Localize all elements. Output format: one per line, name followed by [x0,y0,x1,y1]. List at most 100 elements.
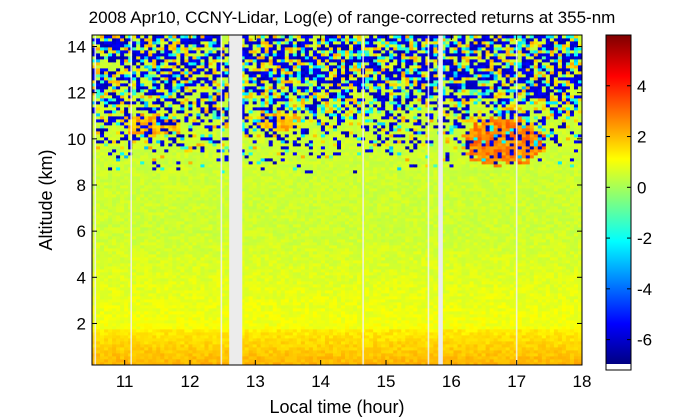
heatmap-cell [92,302,97,306]
heatmap-cell [108,227,113,231]
heatmap-cell [208,176,213,180]
heatmap-cell [140,185,145,189]
heatmap-cell [264,89,270,93]
heatmap-cell [168,107,173,111]
heatmap-cell [196,98,201,102]
heatmap-cell [120,56,125,60]
heatmap-cell [256,149,262,153]
heatmap-cell [120,197,125,201]
heatmap-cell [252,74,258,78]
heatmap-cell [248,41,254,45]
heatmap-cell [156,257,161,261]
heatmap-cell [244,50,250,54]
heatmap-cell [216,59,221,63]
heatmap-cell [216,104,221,108]
heatmap-cell [252,179,258,183]
heatmap-cell [104,98,109,102]
heatmap-cell [272,248,278,252]
heatmap-cell [188,167,193,171]
heatmap-cell [104,302,109,306]
heatmap-cell [212,248,217,252]
heatmap-cell [104,140,109,144]
heatmap-cell [248,320,254,324]
heatmap-cell [208,329,213,333]
heatmap-cell [244,341,250,345]
heatmap-cell [176,233,181,237]
heatmap-cell [212,353,217,357]
heatmap-cell [140,170,145,174]
heatmap-cell [264,209,270,213]
heatmap-cell [264,110,270,114]
heatmap-cell [220,197,225,201]
heatmap-cell [100,170,105,174]
heatmap-cell [204,146,209,150]
heatmap-cell [240,155,246,159]
heatmap-cell [104,320,109,324]
heatmap-cell [132,47,137,51]
heatmap-cell [260,44,266,48]
heatmap-cell [264,86,270,90]
heatmap-cell [164,260,169,264]
heatmap-cell [212,56,217,60]
heatmap-cell [272,308,278,312]
heatmap-cell [156,152,161,156]
heatmap-cell [164,200,169,204]
heatmap-cell [120,353,125,357]
heatmap-cell [160,152,165,156]
heatmap-cell [104,158,109,162]
heatmap-cell [252,119,258,123]
heatmap-cell [172,320,177,324]
heatmap-cell [100,41,105,45]
heatmap-cell [188,170,193,174]
heatmap-cell [208,74,213,78]
heatmap-cell [196,38,201,42]
heatmap-cell [168,155,173,159]
heatmap-cell [160,110,165,114]
heatmap-cell [92,218,97,222]
heatmap-cell [168,173,173,177]
heatmap-cell [268,233,274,237]
heatmap-cell [204,263,209,267]
heatmap-cell [116,239,121,243]
heatmap-cell [248,281,254,285]
heatmap-cell [92,293,97,297]
heatmap-cell [164,53,169,57]
heatmap-cell [244,200,250,204]
heatmap-cell [140,332,145,336]
heatmap-cell [240,299,246,303]
heatmap-cell [132,56,137,60]
heatmap-cell [140,347,145,351]
heatmap-cell [92,80,97,84]
heatmap-cell [100,197,105,201]
heatmap-cell [96,209,101,213]
heatmap-cell [148,98,153,102]
heatmap-cell [248,308,254,312]
heatmap-cell [152,221,157,225]
heatmap-cell [268,53,274,57]
heatmap-cell [176,134,181,138]
heatmap-cell [220,341,225,345]
heatmap-cell [132,101,137,105]
heatmap-cell [172,242,177,246]
heatmap-cell [156,242,161,246]
heatmap-cell [108,110,113,114]
heatmap-cell [212,341,217,345]
heatmap-cell [164,170,169,174]
heatmap-cell [92,299,97,303]
heatmap-cell [256,83,262,87]
heatmap-cell [116,356,121,360]
heatmap-cell [136,359,141,363]
heatmap-cell [172,128,177,132]
heatmap-cell [112,215,117,219]
heatmap-cell [240,59,246,63]
heatmap-cell [120,242,125,246]
heatmap-cell [104,209,109,213]
heatmap-cell [112,59,117,63]
heatmap-cell [192,233,197,237]
heatmap-cell [128,221,133,225]
heatmap-cell [96,140,101,144]
heatmap-cell [220,113,225,117]
heatmap-cell [240,290,246,294]
heatmap-cell [188,260,193,264]
heatmap-cell [208,167,213,171]
